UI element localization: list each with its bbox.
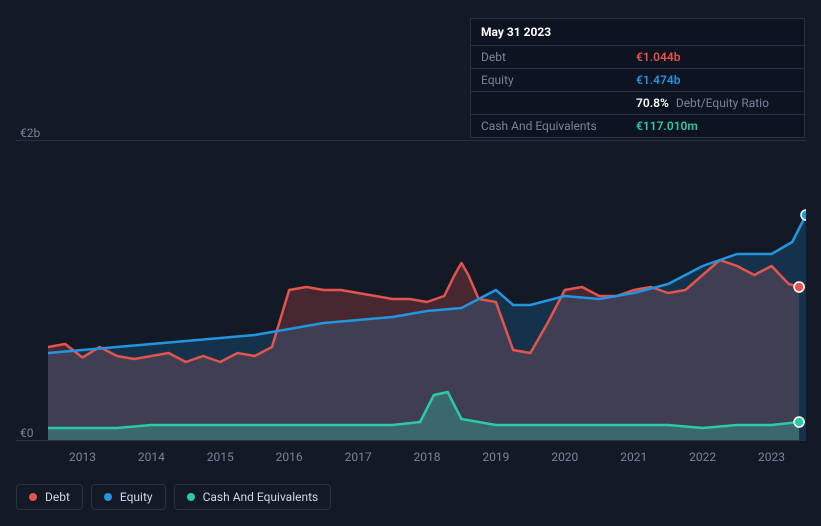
x-axis-label: 2021 (620, 450, 647, 464)
x-axis-label: 2017 (345, 450, 372, 464)
tooltip-row-label: Cash And Equivalents (481, 119, 636, 133)
x-axis-label: 2023 (758, 450, 785, 464)
tooltip-row-label: Equity (481, 73, 636, 87)
x-axis-label: 2019 (482, 450, 509, 464)
x-axis-label: 2020 (551, 450, 578, 464)
equity-endpoint-marker (801, 210, 806, 220)
x-axis-label: 2018 (414, 450, 441, 464)
legend-label: Cash And Equivalents (203, 490, 319, 504)
tooltip-row-label (481, 96, 636, 110)
legend: Debt Equity Cash And Equivalents (16, 484, 331, 510)
tooltip-row-value: €1.044b (636, 50, 680, 64)
tooltip-row-value: 70.8% Debt/Equity Ratio (636, 96, 769, 110)
legend-item[interactable]: Cash And Equivalents (174, 484, 332, 510)
tooltip-row: Debt€1.044b (471, 46, 804, 69)
tooltip-row-value: €117.010m (636, 119, 698, 133)
x-axis-label: 2016 (276, 450, 303, 464)
legend-label: Equity (120, 490, 153, 504)
chart-plot (48, 140, 806, 440)
legend-dot-icon (29, 493, 37, 501)
tooltip-date: May 31 2023 (471, 19, 804, 46)
x-axis-label: 2014 (138, 450, 165, 464)
y-axis-label: €2b (20, 126, 40, 140)
x-axis-label: 2022 (689, 450, 716, 464)
x-axis-label: 2013 (69, 450, 96, 464)
legend-item[interactable]: Debt (16, 484, 83, 510)
debt-endpoint-marker (794, 282, 804, 292)
tooltip-row-value: €1.474b (636, 73, 680, 87)
tooltip-row-label: Debt (481, 50, 636, 64)
hover-tooltip: May 31 2023 Debt€1.044bEquity€1.474b70.8… (470, 18, 805, 138)
gridline (16, 440, 806, 441)
cash-endpoint-marker (794, 417, 804, 427)
legend-dot-icon (187, 493, 195, 501)
tooltip-row: Cash And Equivalents€117.010m (471, 115, 804, 137)
legend-label: Debt (45, 490, 70, 504)
tooltip-row: 70.8% Debt/Equity Ratio (471, 92, 804, 115)
legend-item[interactable]: Equity (91, 484, 166, 510)
tooltip-row: Equity€1.474b (471, 69, 804, 92)
x-axis-label: 2015 (207, 450, 234, 464)
legend-dot-icon (104, 493, 112, 501)
y-axis-label: €0 (20, 426, 34, 440)
